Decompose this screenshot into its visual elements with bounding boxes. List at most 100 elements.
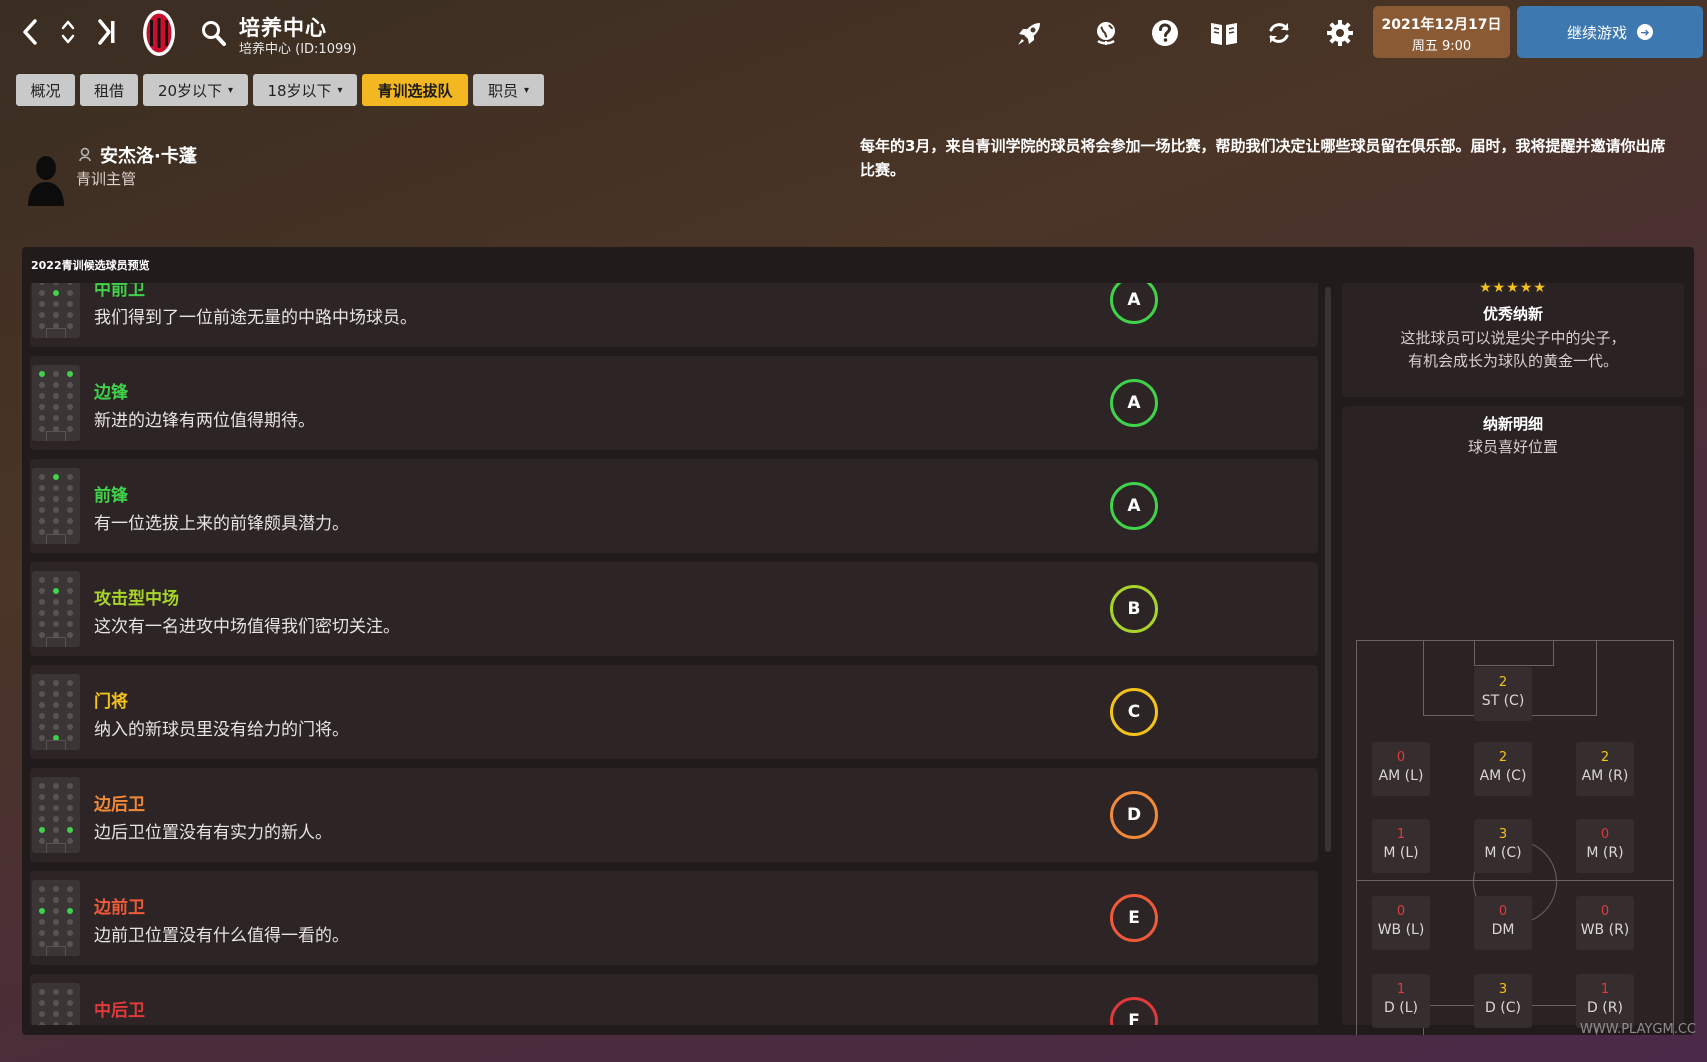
staff-name[interactable]: 安杰洛·卡蓬	[100, 146, 197, 167]
tab-youth-intake[interactable]: 青训选拔队	[362, 74, 468, 106]
intake-detail-card: 纳新明细 球员喜好位置 2 ST (C) 0 AM (L) 2 AM (C) 2 AM (R)…	[1342, 406, 1684, 1035]
position-report-row[interactable]: 中后卫这次没有纳入品质好的中后卫 F	[30, 974, 1318, 1025]
position-description: 有一位选拔上来的前锋颇具潜力。	[94, 514, 349, 534]
tab-label: 18岁以下	[267, 81, 332, 100]
position-count-box[interactable]: 0 WB (L)	[1372, 896, 1430, 950]
position-report-row[interactable]: 边前卫边前卫位置没有什么值得一看的。 E	[30, 871, 1318, 965]
position-name: 攻击型中场	[94, 589, 179, 609]
position-count: 3	[1498, 827, 1508, 842]
help-icon[interactable]	[1147, 15, 1183, 51]
position-description: 边后卫位置没有有实力的新人。	[94, 823, 332, 843]
position-count-box[interactable]: 2 AM (R)	[1576, 742, 1634, 796]
continue-game-label: 继续游戏	[1566, 23, 1627, 42]
refresh-icon[interactable]	[1261, 15, 1297, 51]
position-label: D (R)	[1587, 1000, 1623, 1016]
settings-gear-icon[interactable]	[1322, 15, 1358, 51]
position-count: 2	[1498, 750, 1508, 765]
pitch-formation-icon	[32, 365, 80, 441]
youth-intake-preview-panel: 2022青训候选球员预览 中前卫 我们得到了一位前途无量的中路中场球员。 A 边锋 新进…	[22, 247, 1694, 1035]
chevron-down-icon: ▾	[337, 84, 343, 96]
position-count-box[interactable]: 0 DM	[1474, 896, 1532, 950]
position-name: 边后卫	[94, 795, 145, 815]
position-count-box[interactable]: 3 D (C)	[1474, 974, 1532, 1028]
search-icon[interactable]	[200, 18, 228, 48]
position-count-box[interactable]: 2 AM (C)	[1474, 742, 1532, 796]
tab-label: 租借	[93, 81, 124, 100]
position-report-row[interactable]: 攻击型中场 这次有一名进攻中场值得我们密切关注。 B	[30, 562, 1318, 656]
position-report-row[interactable]: 中前卫 我们得到了一位前途无量的中路中场球员。 A	[30, 283, 1318, 347]
position-description: 边前卫位置没有什么值得一看的。	[94, 926, 349, 946]
position-label: AM (R)	[1581, 768, 1629, 784]
intake-rating-card: ★★★★★ 优秀纳新 这批球员可以说是尖子中的尖子， 有机会成长为球队的黄金一代…	[1342, 280, 1684, 397]
date-text: 2021年12月17日	[1381, 17, 1502, 33]
position-pitch: 2 ST (C) 0 AM (L) 2 AM (C) 2 AM (R) 1 M (L) 3 M (C)…	[1356, 640, 1674, 1035]
position-count: 2	[1498, 675, 1508, 690]
position-count-box[interactable]: 1 M (L)	[1372, 819, 1430, 873]
skip-forward-icon[interactable]	[90, 14, 122, 50]
scrollbar[interactable]	[1325, 287, 1331, 852]
detail-subheading: 球员喜好位置	[1467, 438, 1558, 456]
pitch-formation-icon	[32, 777, 80, 853]
position-name: 中后卫	[94, 1001, 145, 1021]
person-icon	[78, 146, 92, 162]
grade-badge: D	[1110, 791, 1158, 839]
grade-badge: F	[1110, 997, 1158, 1025]
position-count: 3	[1498, 982, 1508, 997]
position-report-list[interactable]: 中前卫 我们得到了一位前途无量的中路中场球员。 A 边锋 新进的边锋有两位值得期待。 A 前…	[30, 283, 1320, 1025]
position-label: D (L)	[1384, 1000, 1418, 1016]
position-label: AM (C)	[1479, 768, 1527, 784]
rating-heading: 优秀纳新	[1482, 305, 1543, 323]
position-label: AM (L)	[1378, 768, 1424, 784]
tab-staff[interactable]: 职员 ▾	[473, 74, 544, 106]
position-name: 前锋	[94, 486, 128, 506]
position-count-box[interactable]: 3 M (C)	[1474, 819, 1532, 873]
position-count: 0	[1600, 827, 1610, 842]
tab-loans[interactable]: 租借	[80, 74, 138, 106]
pitch-top-goal-area	[1474, 640, 1554, 666]
continue-game-button[interactable]: 继续游戏 ➜	[1517, 6, 1703, 58]
up-down-icon[interactable]	[52, 14, 84, 50]
grade-badge: E	[1110, 894, 1158, 942]
position-report-row[interactable]: 边锋 新进的边锋有两位值得期待。 A	[30, 356, 1318, 450]
position-count-box[interactable]: 0 WB (R)	[1576, 896, 1634, 950]
tab-under-20[interactable]: 20岁以下 ▾	[143, 74, 248, 106]
tab-bar: 概况 租借 20岁以下 ▾ 18岁以下 ▾ 青训选拔队 职员 ▾	[16, 74, 544, 106]
grade-badge: A	[1110, 379, 1158, 427]
position-label: D (C)	[1485, 1000, 1521, 1016]
position-count-box[interactable]: 0 M (R)	[1576, 819, 1634, 873]
book-icon[interactable]	[1206, 15, 1242, 51]
tab-label: 20岁以下	[157, 81, 223, 100]
tab-overview[interactable]: 概况	[16, 74, 75, 106]
position-count-box[interactable]: 0 AM (L)	[1372, 742, 1430, 796]
pitch-formation-icon	[32, 571, 80, 647]
rating-stars-icon: ★★★★★	[1479, 280, 1547, 296]
staff-avatar[interactable]	[26, 152, 66, 206]
position-report-row[interactable]: 前锋 有一位选拔上来的前锋颇具潜力。 A	[30, 459, 1318, 553]
position-description: 纳入的新球员里没有给力的门将。	[94, 720, 349, 740]
position-count-box[interactable]: 1 D (R)	[1576, 974, 1634, 1028]
position-label: ST (C)	[1481, 693, 1525, 709]
pitch-formation-icon	[32, 983, 80, 1025]
position-count-box[interactable]: 2 ST (C)	[1474, 667, 1532, 721]
position-description: 这次没有纳入品质好的中后卫	[94, 1024, 315, 1025]
tab-label: 概况	[30, 81, 61, 100]
rocket-icon[interactable]	[1012, 15, 1048, 51]
pitch-formation-icon	[32, 674, 80, 750]
position-name: 边锋	[94, 383, 128, 403]
tab-under-18[interactable]: 18岁以下 ▾	[253, 74, 357, 106]
position-report-row[interactable]: 门将 纳入的新球员里没有给力的门将。 C	[30, 665, 1318, 759]
position-report-row[interactable]: 边后卫边后卫位置没有有实力的新人。 D	[30, 768, 1318, 862]
globe-icon[interactable]	[1088, 15, 1124, 51]
position-name: 边前卫	[94, 898, 145, 918]
back-icon[interactable]	[14, 14, 46, 50]
position-description: 这次有一名进攻中场值得我们密切关注。	[94, 617, 400, 637]
date-display[interactable]: 2021年12月17日 周五 9:00	[1373, 6, 1510, 58]
position-count-box[interactable]: 1 D (L)	[1372, 974, 1430, 1028]
position-name: 门将	[94, 692, 128, 712]
chevron-down-icon: ▾	[523, 84, 530, 96]
club-badge-icon[interactable]	[142, 8, 176, 58]
position-count: 0	[1498, 904, 1508, 919]
intake-summary-side: ★★★★★ 优秀纳新 这批球员可以说是尖子中的尖子， 有机会成长为球队的黄金一代…	[1342, 280, 1684, 1035]
rating-text-line1: 这批球员可以说是尖子中的尖子，	[1400, 329, 1626, 347]
chevron-down-icon: ▾	[228, 84, 234, 96]
